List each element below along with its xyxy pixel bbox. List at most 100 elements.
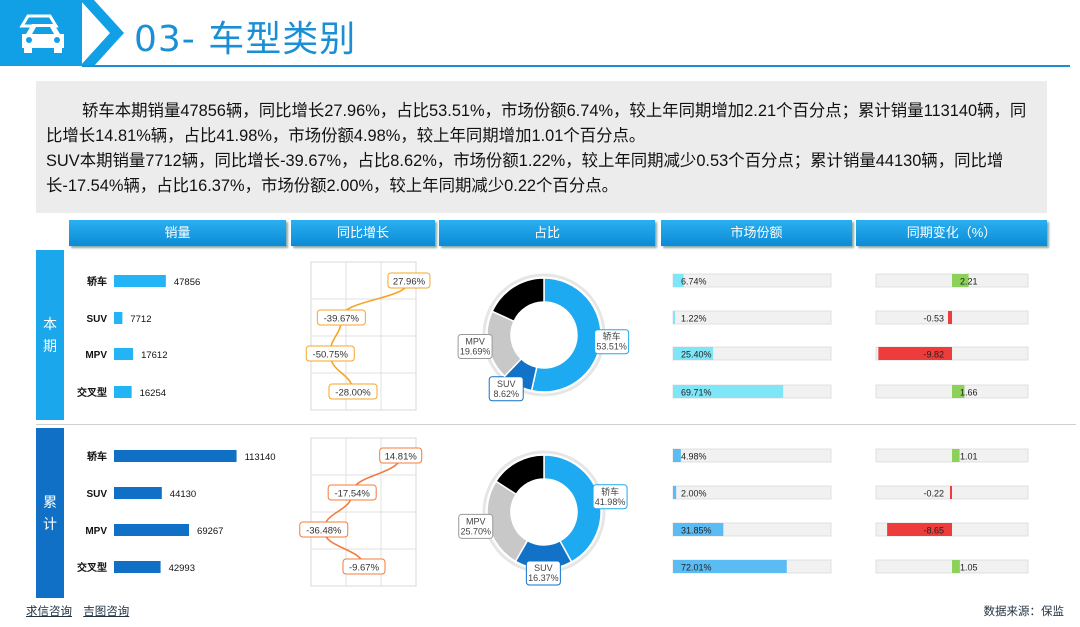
growth-cumulative-data-label: -17.54%: [334, 489, 370, 500]
column-header-sales: 销量: [69, 220, 286, 246]
header-rule: [82, 65, 1070, 67]
summary-paragraph-suv: SUV本期销量7712辆，同比增长-39.67%，占比8.62%，市场份额1.2…: [46, 152, 1004, 195]
growth-current-series-line: [329, 280, 410, 393]
sales-current-value-label: 17612: [141, 350, 167, 361]
market-share-current-value-label: 25.40%: [681, 350, 712, 360]
car-icon: [19, 14, 64, 53]
footer-link-1[interactable]: 求信咨询: [26, 606, 72, 618]
growth-cumulative-series-line: [322, 455, 402, 568]
growth-current-point-marker: [305, 345, 355, 362]
growth-current-point-marker: [328, 383, 378, 400]
market-share-cumulative-value-label: 31.85%: [681, 526, 712, 536]
change-current-value-label: 2.21: [960, 277, 978, 287]
share-current-data-label: SUV: [497, 379, 516, 389]
market-share-cumulative-value-label: 2.00%: [681, 489, 707, 499]
growth-current-data-label: -28.00%: [335, 388, 371, 399]
summary-panel: 轿车本期销量47856辆，同比增长27.96%，占比53.51%，市场份额6.7…: [36, 81, 1047, 213]
share-cumulative-data-label: 41.98%: [595, 497, 626, 507]
section-divider: [36, 424, 1076, 425]
sales-cumulative-category-label: MPV: [85, 526, 107, 537]
page-title: 03- 车型类别: [134, 19, 357, 60]
share-cumulative-data-label: 轿车: [601, 486, 619, 497]
sales-current-category-label: MPV: [85, 350, 107, 361]
market-share-current-bar: [673, 274, 684, 287]
change-current-bar: [952, 274, 969, 287]
change-current-value-label: 1.66: [960, 388, 978, 398]
market-share-current-bar: [673, 347, 714, 360]
growth-current-data-label: 27.96%: [393, 277, 426, 288]
summary-paragraph-sedan: 轿车本期销量47856辆，同比增长27.96%，占比53.51%，市场份额6.7…: [46, 102, 1027, 145]
market-share-current-bar: [673, 385, 784, 398]
market-share-current-value-label: 69.71%: [681, 388, 712, 398]
growth-cumulative-point-marker: [342, 558, 386, 575]
side-label-cumulative: 累计: [36, 428, 64, 598]
share-current-label-box: [457, 334, 493, 360]
growth-current-point-marker: [387, 272, 431, 289]
growth-cumulative-data-label: -36.48%: [306, 526, 342, 537]
market-share-current-bar: [673, 311, 675, 324]
side-label-current-text: 本期: [43, 316, 57, 354]
sales-current-category-label: SUV: [86, 314, 107, 325]
sales-current-bar: [114, 275, 166, 287]
change-current-bar: [952, 385, 965, 398]
market-share-current-value-label: 6.74%: [681, 277, 707, 287]
share-current-label-box: [594, 329, 630, 355]
market-share-cumulative-value-label: 72.01%: [681, 563, 712, 573]
share-current-data-label: 轿车: [603, 331, 621, 342]
change-cumulative-value-label: -0.22: [923, 489, 944, 499]
column-header-change: 同期变化（%）: [856, 220, 1047, 246]
change-cumulative-bar: [952, 560, 960, 573]
growth-cumulative-point-marker: [379, 447, 423, 464]
growth-current-point-marker: [316, 309, 366, 326]
growth-cumulative-point-marker: [327, 484, 377, 501]
share-cumulative-data-label: 16.37%: [528, 573, 559, 583]
market-share-cumulative-bar: [673, 449, 681, 462]
share-current-data-label: 19.69%: [460, 347, 491, 357]
column-header-share: 占比: [439, 220, 655, 246]
sales-current-bar: [114, 386, 132, 398]
share-current-slice: [491, 277, 545, 323]
sales-cumulative-value-label: 113140: [245, 452, 276, 463]
sales-current-category-label: 轿车: [87, 275, 107, 288]
growth-cumulative-point-marker: [299, 521, 349, 538]
sales-cumulative-category-label: 轿车: [87, 450, 107, 463]
share-cumulative-data-label: 25.70%: [460, 526, 491, 536]
market-share-cumulative-bar: [673, 560, 787, 573]
sales-cumulative-bar: [114, 487, 162, 499]
share-cumulative-data-label: SUV: [534, 563, 553, 573]
header-badge: [0, 0, 82, 66]
share-cumulative-slice: [543, 454, 602, 563]
change-cumulative-value-label: -8.65: [923, 526, 944, 536]
share-current-label-box: [488, 376, 524, 402]
sales-cumulative-bar: [114, 524, 190, 536]
market-share-cumulative-value-label: 4.98%: [681, 452, 707, 462]
change-cumulative-bar: [952, 449, 960, 462]
market-share-current-value-label: 1.22%: [681, 314, 707, 324]
growth-current-data-label: -50.75%: [313, 350, 349, 361]
growth-cumulative-data-label: -9.67%: [349, 563, 380, 574]
market-share-cumulative-bar: [673, 523, 724, 536]
change-cumulative-bar: [887, 523, 952, 536]
sales-current-bar: [114, 348, 134, 360]
share-cumulative-slice: [494, 454, 545, 496]
sales-cumulative-category-label: 交叉型: [77, 561, 107, 574]
share-cumulative-data-label: MPV: [466, 516, 486, 526]
change-cumulative-value-label: 1.01: [960, 452, 978, 462]
change-current-value-label: -9.82: [923, 350, 944, 360]
share-current-data-label: MPV: [465, 337, 485, 347]
share-cumulative-label-box: [592, 484, 628, 510]
header-chevron-icon: [80, 0, 124, 66]
sales-current-bar: [114, 312, 123, 324]
sales-cumulative-category-label: SUV: [86, 489, 107, 500]
share-current-data-label: 53.51%: [596, 342, 627, 352]
footer-link-2[interactable]: 吉图咨询: [83, 606, 130, 618]
sales-current-category-label: 交叉型: [77, 386, 107, 399]
column-header-market-share: 市场份额: [661, 220, 852, 246]
change-current-bar: [948, 311, 952, 324]
share-cumulative-label-box: [525, 560, 561, 586]
sales-current-value-label: 47856: [174, 277, 200, 288]
data-source: 数据来源：保监: [983, 606, 1065, 618]
change-cumulative-value-label: 1.05: [960, 563, 978, 573]
change-current-bar: [878, 347, 952, 360]
